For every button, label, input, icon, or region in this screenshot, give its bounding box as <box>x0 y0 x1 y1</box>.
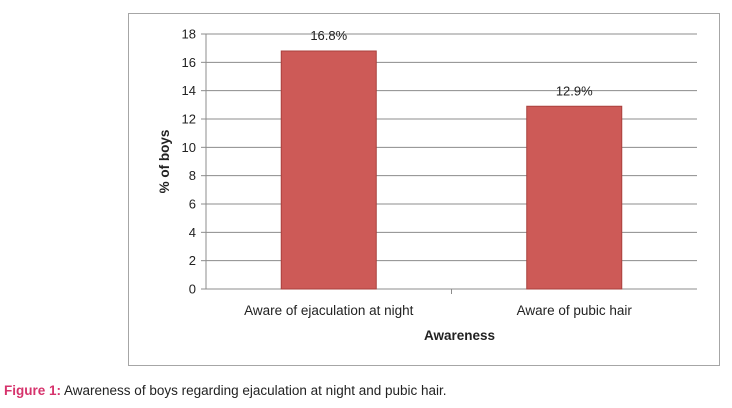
y-tick-label: 0 <box>189 282 196 297</box>
bar <box>280 50 377 290</box>
y-tick-label: 16 <box>182 55 196 70</box>
y-tick-label: 8 <box>189 168 196 183</box>
data-label: 12.9% <box>556 83 593 98</box>
bar-chart: 0 2 4 6 8 10 12 14 16 18 16.8% Aware of ejaculation… <box>157 27 697 343</box>
figure-caption-text: Awareness of boys regarding ejaculation … <box>61 383 447 398</box>
figure-label: Figure 1: <box>4 383 62 398</box>
bar <box>526 105 623 290</box>
x-tick-label: Aware of ejaculation at night <box>244 303 414 318</box>
x-tick-label: Aware of pubic hair <box>517 303 633 318</box>
y-tick-label: 12 <box>182 112 196 127</box>
y-tick-label: 18 <box>182 27 196 42</box>
y-axis-title: % of boys <box>157 130 172 194</box>
y-tick-label: 14 <box>182 83 196 98</box>
data-label: 16.8% <box>310 28 347 43</box>
y-tick-label: 2 <box>189 253 196 268</box>
y-tick-label: 6 <box>189 197 196 212</box>
x-axis-title: Awareness <box>424 328 495 343</box>
y-tick-label: 10 <box>182 140 196 155</box>
figure-caption: Figure 1: Awareness of boys regarding ej… <box>4 383 447 398</box>
y-tick-label: 4 <box>189 225 196 240</box>
